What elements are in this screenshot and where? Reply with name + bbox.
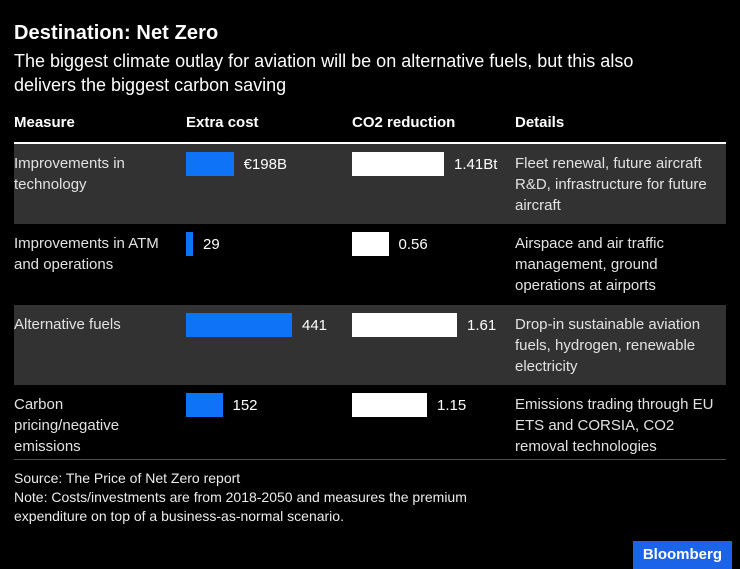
source-note: Source: The Price of Net Zero report (14, 470, 241, 486)
extra-cost-value: 441 (302, 316, 328, 334)
measure-label: Improvements in technology (14, 155, 125, 193)
extra-cost-cell: 29 (186, 232, 352, 256)
column-header-co2-reduction: CO2 reduction (352, 114, 456, 131)
co2-reduction-bar (352, 393, 427, 417)
footer-divider (14, 459, 726, 460)
column-header-extra-cost: Extra cost (186, 114, 259, 131)
extra-cost-value: 152 (232, 396, 258, 414)
chart-title: Destination: Net Zero (14, 22, 219, 44)
table-row: Improvements in technology €198B 1.41Bt … (14, 144, 726, 224)
co2-reduction-value: 1.61 (467, 316, 497, 334)
extra-cost-bar (186, 232, 193, 256)
measure-label: Improvements in ATM and operations (14, 235, 159, 273)
extra-cost-bar (186, 152, 234, 176)
extra-cost-value: 29 (203, 235, 220, 253)
extra-cost-cell: 152 (186, 393, 352, 417)
table-row: Carbon pricing/negative emissions 152 1.… (14, 385, 726, 459)
details-text: Drop-in sustainable aviation fuels, hydr… (515, 316, 701, 375)
co2-reduction-cell: 1.61 (352, 313, 515, 337)
co2-reduction-bar (352, 152, 444, 176)
co2-reduction-cell: 1.41Bt (352, 152, 515, 176)
header-rule (14, 142, 726, 144)
details-text: Emissions trading through EU ETS and COR… (515, 396, 714, 455)
measure-label: Carbon pricing/negative emissions (14, 396, 120, 455)
table-row: Alternative fuels 441 1.61 Drop-in susta… (14, 305, 726, 385)
details-text: Airspace and air traffic management, gro… (515, 235, 664, 294)
bloomberg-logo: Bloomberg (632, 541, 732, 569)
table-header: Measure Extra cost CO2 reduction Details (14, 114, 726, 132)
extra-cost-cell: 441 (186, 313, 352, 337)
details-text: Fleet renewal, future aircraft R&D, infr… (515, 155, 707, 214)
co2-reduction-cell: 0.56 (352, 232, 515, 256)
co2-reduction-value: 0.56 (398, 235, 428, 253)
chart-card: Destination: Net Zero The biggest climat… (14, 0, 732, 569)
table-body: Improvements in technology €198B 1.41Bt … (14, 144, 726, 459)
column-header-details: Details (515, 114, 565, 131)
chart-subtitle: The biggest climate outlay for aviation … (14, 51, 634, 95)
co2-reduction-cell: 1.15 (352, 393, 515, 417)
column-header-measure: Measure (14, 114, 75, 131)
table-row: Improvements in ATM and operations 29 0.… (14, 224, 726, 305)
extra-cost-cell: €198B (186, 152, 352, 176)
co2-reduction-value: 1.41Bt (454, 155, 498, 173)
co2-reduction-bar (352, 313, 457, 337)
measure-label: Alternative fuels (14, 316, 121, 333)
co2-reduction-bar (352, 232, 389, 256)
extra-cost-value: €198B (243, 155, 287, 173)
footer: Source: The Price of Net Zero report Not… (14, 469, 726, 526)
extra-cost-bar (186, 313, 292, 337)
co2-reduction-value: 1.15 (437, 396, 467, 414)
methodology-note: Note: Costs/investments are from 2018-20… (14, 489, 467, 524)
extra-cost-bar (186, 393, 223, 417)
